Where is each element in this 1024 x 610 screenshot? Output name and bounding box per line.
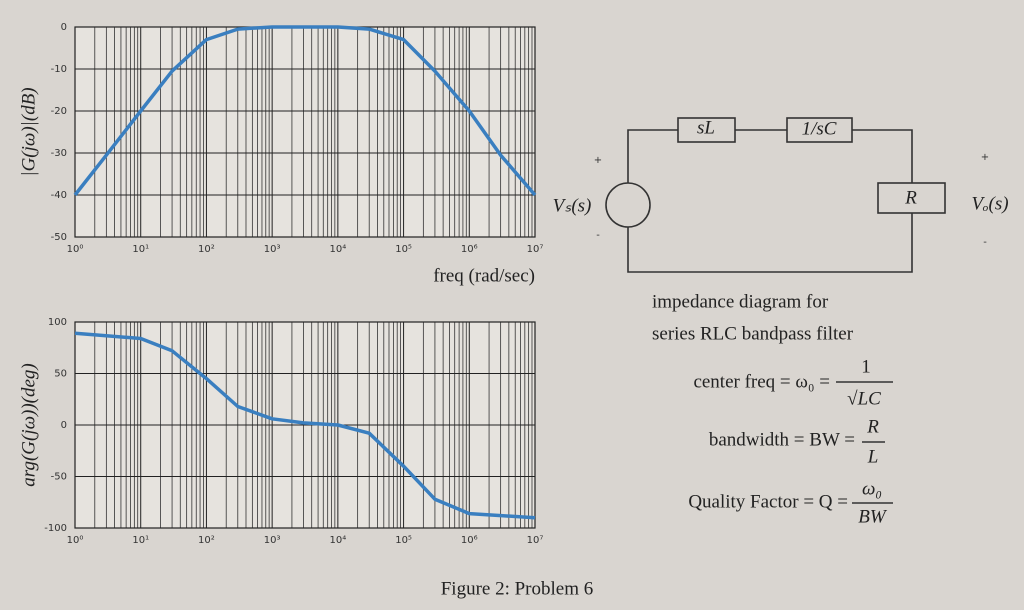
wire <box>627 129 913 273</box>
sign: + <box>594 155 602 166</box>
formula: R <box>866 416 879 437</box>
formula: Quality Factor = Q = <box>688 491 848 512</box>
sign: - <box>983 237 987 248</box>
y-tick-label: -10 <box>51 64 67 75</box>
x-axis-label: freq (rad/sec) <box>433 265 535 286</box>
x-tick-label: 10² <box>198 535 215 546</box>
note: impedance diagram for <box>652 291 829 312</box>
label: sL <box>697 117 715 138</box>
y-tick-label: -50 <box>51 232 67 243</box>
x-tick-label: 10⁶ <box>461 535 478 546</box>
y-tick-label: -20 <box>51 106 67 117</box>
y-tick-label: 50 <box>54 369 67 380</box>
formula: √LC <box>847 388 881 409</box>
y-tick-label: -50 <box>51 472 67 483</box>
inductor-box <box>677 117 736 143</box>
caption: Figure 2: Problem 6 <box>441 578 594 599</box>
x-tick-label: 10¹ <box>132 535 149 546</box>
label: 1/sC <box>802 118 837 139</box>
x-tick-label: 10⁴ <box>329 244 346 255</box>
formula: BW <box>858 506 888 527</box>
plot-area <box>74 26 536 238</box>
x-tick-label: 10⁷ <box>527 535 544 546</box>
x-tick-label: 10¹ <box>132 244 149 255</box>
notes: impedance diagram for series RLC bandpas… <box>652 291 893 527</box>
formula: center freq = ω₀ = <box>693 371 830 392</box>
formula: bandwidth = BW = <box>709 429 855 450</box>
y-tick-label: -30 <box>51 148 67 159</box>
y-axis-label: |G(jω)|(dB) <box>18 87 39 176</box>
x-tick-label: 10⁰ <box>67 244 84 255</box>
sign: + <box>981 152 989 163</box>
line <box>74 331 536 520</box>
source <box>605 182 651 228</box>
formula: ω₀ <box>862 478 882 499</box>
formula: L <box>867 446 879 467</box>
note: series RLC bandpass filter <box>652 323 854 344</box>
y-tick-label: -40 <box>51 190 67 201</box>
x-tick-label: 10⁵ <box>395 535 412 546</box>
x-tick-label: 10⁴ <box>329 535 346 546</box>
x-tick-label: 10³ <box>264 535 281 546</box>
x-tick-label: 10⁰ <box>67 535 84 546</box>
label: R <box>904 187 917 208</box>
sign: - <box>596 230 600 241</box>
circuit: sL 1/sC R Vₛ(s) Vₒ(s) + - + - <box>553 117 1009 273</box>
line <box>73 25 537 197</box>
capacitor-box <box>786 117 853 143</box>
y-tick-label: 100 <box>48 317 67 328</box>
label: Vₛ(s) <box>553 195 592 216</box>
formula: 1 <box>861 356 871 377</box>
label: Vₒ(s) <box>971 193 1008 214</box>
x-tick-label: 10⁶ <box>461 244 478 255</box>
x-tick-label: 10⁵ <box>395 244 412 255</box>
y-tick-label: 0 <box>61 22 67 33</box>
x-tick-label: 10² <box>198 244 215 255</box>
x-tick-label: 10⁷ <box>527 244 544 255</box>
y-axis-label: arg(G(jω))(deg) <box>18 363 39 487</box>
y-tick-label: -100 <box>44 523 67 534</box>
x-tick-label: 10³ <box>264 244 281 255</box>
resistor-box <box>877 182 946 214</box>
y-tick-label: 0 <box>61 420 67 431</box>
